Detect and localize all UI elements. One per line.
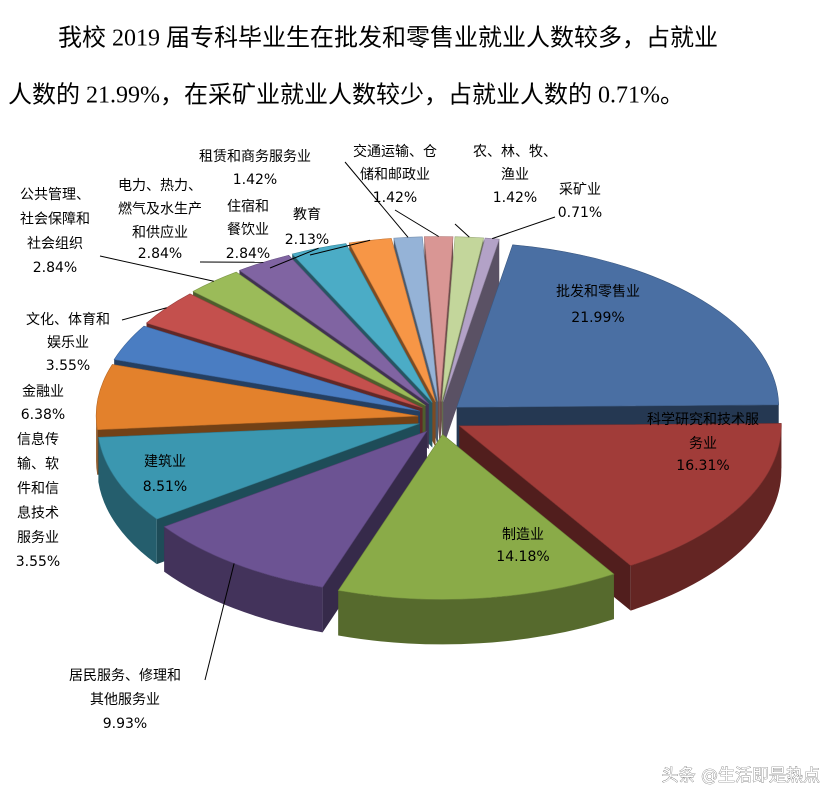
slice-value-label: 1.42% [373, 190, 417, 206]
slice-top [456, 244, 780, 408]
slice-outer-wall [338, 574, 614, 645]
slice-label: 电力、热力、燃气及水生产和供应业 [118, 178, 202, 241]
slice-value-label: 21.99% [571, 310, 624, 326]
slice-top [113, 325, 421, 412]
leader-line [344, 161, 409, 238]
slice-top [145, 293, 423, 409]
slice-top [458, 423, 782, 566]
slice-top [423, 236, 454, 402]
slice-label: 金融业 [22, 384, 64, 400]
slice-label: 采矿业 [559, 182, 601, 198]
pie [95, 236, 782, 645]
slice-outer-wall [96, 416, 98, 475]
slice-top [291, 243, 433, 403]
slice-value-label: 16.31% [676, 458, 729, 474]
slice-label: 住宿和餐饮业 [227, 198, 269, 238]
slice-top [337, 433, 615, 600]
leader-line [99, 255, 214, 282]
slice-value-label: 2.84% [33, 260, 77, 276]
slice-label: 制造业 [502, 527, 544, 543]
slice-value-label: 0.71% [558, 205, 602, 221]
slice-label: 交通运输、仓储和邮政业 [353, 143, 437, 183]
slice-label: 信息传输、软件和信息技术服务业 [17, 431, 59, 546]
leader-line [309, 239, 371, 256]
slice-value-label: 1.42% [493, 190, 537, 206]
slice-label: 文化、体育和娱乐业 [26, 312, 110, 351]
slice-label: 建筑业 [144, 454, 186, 470]
slice-label: 农、林、牧、渔业 [473, 144, 557, 183]
slice-top [95, 364, 419, 431]
heading-line: 我校 2019 届专科毕业生在批发和零售业就业人数较多，占就业 [58, 25, 718, 52]
leader-line [394, 209, 439, 237]
slice-top [238, 254, 429, 405]
slice-top [393, 236, 439, 402]
slice-top [441, 236, 484, 402]
slice-value-label: 3.55% [16, 554, 60, 570]
slice-top [443, 237, 500, 402]
slice-top [98, 423, 420, 520]
slice-outer-wall [98, 437, 157, 565]
slice-value-label: 2.13% [285, 232, 329, 248]
leader-line [492, 216, 556, 240]
slice-top [192, 271, 426, 406]
leader-line [121, 307, 167, 321]
slice-value-label: 9.93% [103, 716, 147, 732]
slice [337, 433, 615, 645]
slice-value-label: 3.55% [46, 358, 90, 374]
slice-value-label: 8.51% [143, 479, 187, 495]
leader-line [454, 223, 470, 238]
slice [443, 237, 500, 447]
leader-line [204, 563, 235, 681]
slice-label: 教育 [293, 207, 321, 223]
slice-value-label: 1.42% [233, 172, 277, 188]
slice-label: 批发和零售业 [556, 284, 640, 300]
slice-top [163, 430, 428, 588]
watermark: 头条 @生活即是热点 [662, 766, 820, 786]
slice-label: 租赁和商务服务业 [199, 149, 311, 165]
slice-label: 科学研究和技术服务业 [647, 412, 759, 452]
slice-value-label: 2.84% [226, 246, 270, 262]
leader-line [269, 247, 319, 269]
heading-line: 人数的 21.99%，在采矿业就业人数较少，占就业人数的 0.71%。 [8, 82, 684, 109]
slice-value-label: 14.18% [496, 549, 549, 565]
slice-value-label: 2.84% [138, 246, 182, 262]
slice-top [348, 238, 436, 402]
slice-outer-wall [164, 526, 323, 633]
slice-label: 居民服务、修理和其他服务业 [69, 668, 181, 708]
slice-outer-wall [630, 425, 782, 611]
slice-cut-wall [443, 239, 500, 447]
slice-value-label: 6.38% [21, 407, 65, 423]
slice-label: 公共管理、社会保障和社会组织 [20, 187, 90, 252]
